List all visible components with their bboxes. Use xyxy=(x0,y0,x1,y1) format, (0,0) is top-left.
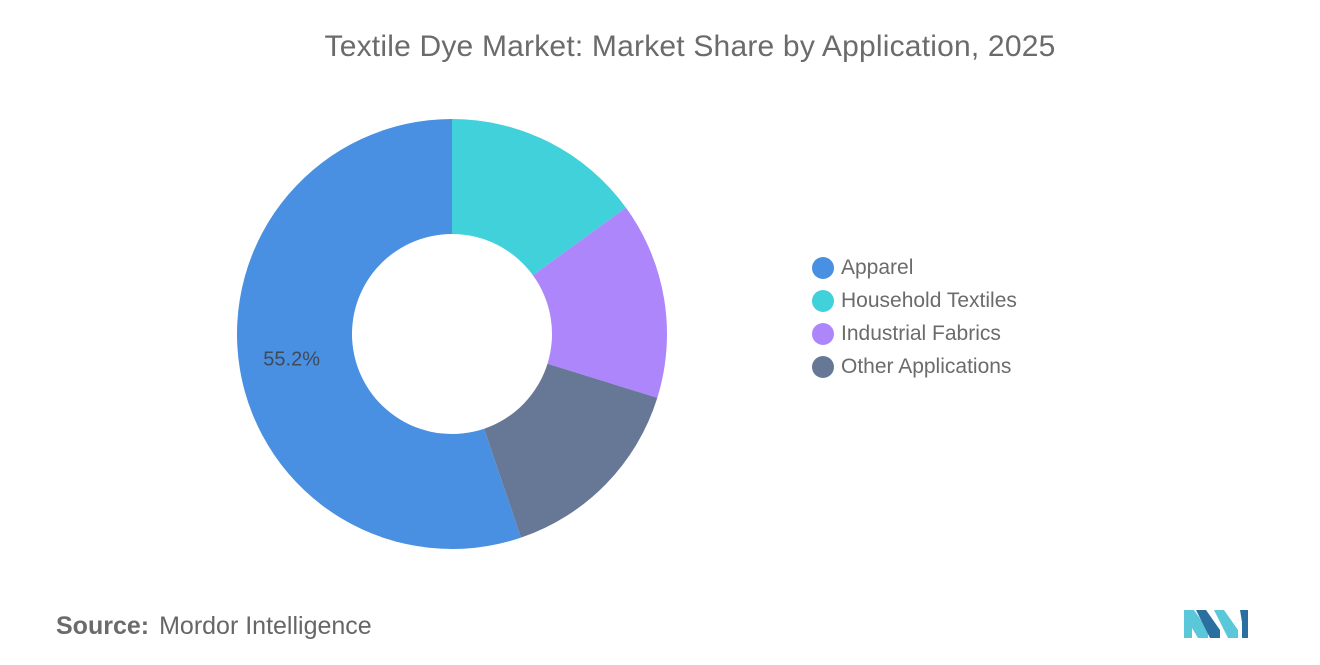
legend-swatch-household-textiles xyxy=(812,290,834,312)
legend-swatch-apparel xyxy=(812,257,834,279)
logo-shape-3 xyxy=(1214,610,1238,638)
chart-title: Textile Dye Market: Market Share by Appl… xyxy=(324,30,1056,63)
source-line: Source: Mordor Intelligence xyxy=(56,612,372,641)
legend-swatch-other-applications xyxy=(812,356,834,378)
logo-shape-1 xyxy=(1184,610,1208,638)
source-label: Source: xyxy=(56,612,150,640)
logo-shape-4 xyxy=(1240,610,1248,638)
source-name: Mordor Intelligence xyxy=(159,612,372,640)
slice-label-apparel: 55.2% xyxy=(263,349,320,371)
legend-item-household-textiles[interactable]: Household Textiles xyxy=(812,289,1017,313)
legend-item-apparel[interactable]: Apparel xyxy=(812,256,1017,280)
legend-label-apparel: Apparel xyxy=(841,256,914,279)
slice-apparel[interactable] xyxy=(237,119,522,549)
legend-label-other-applications: Other Applications xyxy=(841,355,1012,378)
slice-household-textiles[interactable] xyxy=(452,119,626,276)
legend-swatch-industrial-fabrics xyxy=(812,323,834,345)
logo-shape-2 xyxy=(1196,610,1220,638)
legend-item-industrial-fabrics[interactable]: Industrial Fabrics xyxy=(812,322,1017,346)
legend-item-other-applications[interactable]: Other Applications xyxy=(812,355,1017,379)
slice-industrial-fabrics[interactable] xyxy=(532,207,667,398)
legend-label-industrial-fabrics: Industrial Fabrics xyxy=(841,322,1001,345)
slice-other-applications[interactable] xyxy=(484,363,658,538)
legend: Apparel Household Textiles Industrial Fa… xyxy=(812,256,1017,379)
legend-label-household-textiles: Household Textiles xyxy=(841,289,1017,312)
mordor-intelligence-logo xyxy=(1184,610,1248,638)
